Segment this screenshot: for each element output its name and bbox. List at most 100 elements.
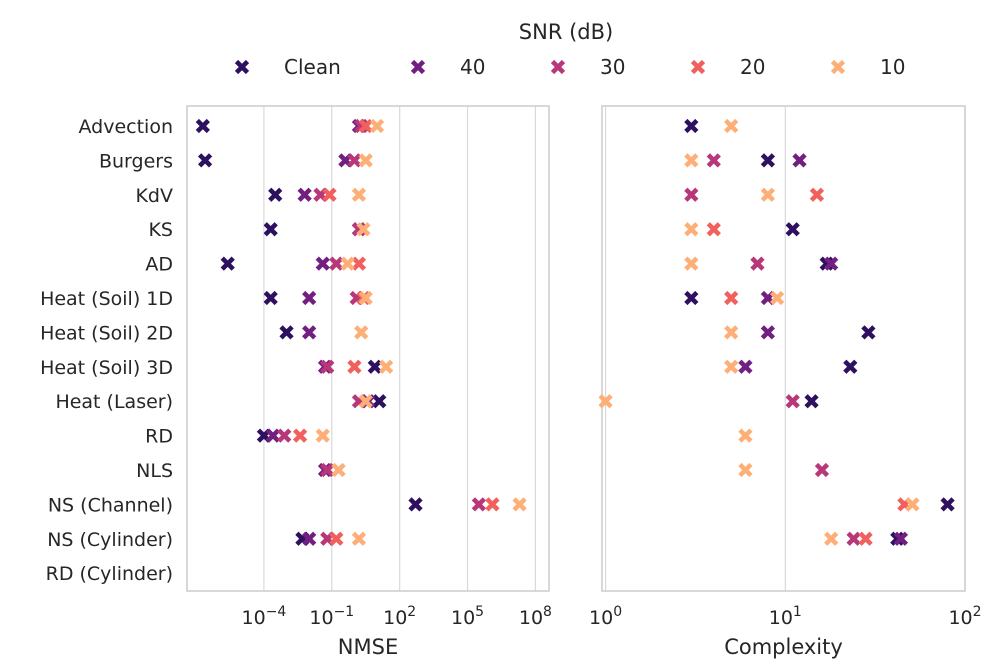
marker-clean-heat-soil-3d [367,359,382,374]
x-axis-title-complexity: Complexity [724,635,843,659]
marker-10-ad [684,256,699,271]
legend-label-10: 10 [880,55,905,79]
marker-clean-burgers [760,153,776,168]
legend-entries: Clean 40 30 20 10 [234,55,905,79]
marker-30-ns-cylinder [846,531,861,546]
marker-10-heat-soil-1d [769,290,785,306]
marker-10-ns-cylinder [351,531,367,546]
marker-10-heat-laser [598,394,613,409]
marker-clean-ks [263,222,278,237]
marker-clean-ns-channel [408,497,423,512]
marker-10-heat-soil-1d [358,290,373,306]
marker-clean-heat-laser [372,394,387,409]
marker-40-ns-cylinder [302,531,317,546]
marker-30-kdv [684,187,699,202]
marker-30-rd [277,428,292,443]
marker-40-ad [315,256,330,271]
marker-40-rd [265,428,281,443]
category-label-ns-channel: NS (Channel) [48,494,173,516]
marker-10-kdv [760,187,776,202]
marker-10-heat-soil-2d [354,325,369,340]
marker-10-rd [315,428,330,443]
plot-frame [601,105,966,592]
marker-30-nls [814,462,830,478]
marker-10-rd [738,428,753,443]
marker-40-heat-soil-3d [738,359,753,374]
category-label-heat-soil-1d: Heat (Soil) 1D [40,288,173,310]
category-label-burgers: Burgers [99,150,173,172]
x-tick-label: 100 [589,604,622,629]
category-labels: Advection Burgers KdV KS AD Heat (Soil) 1D Hea… [40,116,173,585]
category-label-ks: KS [148,219,173,241]
marker-clean-heat-soil-1d [684,290,699,306]
marker-20-ks [706,222,721,237]
legend-marker-40 [410,59,426,75]
marker-20-kdv [322,187,337,202]
marker-10-nls [738,462,753,478]
marker-10-ns-channel [512,497,527,512]
legend-title: SNR (dB) [519,20,613,44]
category-label-heat-laser: Heat (Laser) [55,391,173,413]
marker-40-ns-cylinder [893,531,909,546]
marker-20-heat-soil-1d [724,290,739,306]
x-tick-label: 102 [948,604,981,629]
plot-frame [186,105,550,592]
marker-10-heat-soil-3d [724,359,739,374]
marker-10-ad [340,256,355,271]
marker-20-heat-soil-3d [347,359,362,374]
marker-clean-heat-soil-1d [263,290,278,306]
marker-30-heat-soil-3d [320,359,335,374]
category-label-rd: RD [145,426,173,448]
marker-30-nls [320,462,335,478]
x-tick-label: 105 [451,604,484,629]
marker-20-ns-channel [485,497,500,512]
marker-10-burgers [684,153,699,168]
category-label-kdv: KdV [135,185,173,207]
marker-10-ks [684,222,699,237]
legend-label-30: 30 [600,55,625,79]
marker-40-ad [824,256,839,271]
marker-clean-ns-cylinder [890,531,905,546]
marker-30-heat-laser [785,394,800,409]
marker-30-ad [329,256,344,271]
marker-10-ns-channel [905,497,920,512]
marker-clean-kdv [268,187,283,202]
nmse-panel: 10−4 10−1 102 105 108 NMSE [186,105,552,659]
legend: SNR (dB) Clean 40 30 20 10 [234,20,905,79]
marker-20-ad [351,256,367,271]
marker-20-advection [358,118,373,134]
x-tick-label: 108 [519,604,552,629]
marker-10-burgers [358,153,373,168]
marker-clean-advection [684,118,699,134]
x-tick-label: 10−1 [309,604,354,629]
category-label-heat-soil-3d: Heat (Soil) 3D [40,357,173,379]
marker-clean-ks [785,222,800,237]
marker-clean-heat-soil-2d [279,325,294,340]
category-label-nls: NLS [136,460,173,482]
complexity-panel: 100 101 102 Complexity [589,105,982,659]
legend-label-20: 20 [740,55,765,79]
marker-clean-advection [195,118,210,134]
marker-10-nls [331,462,346,478]
legend-marker-30 [550,59,566,75]
x-tick-label: 10−4 [242,604,287,629]
marker-20-kdv [809,187,825,202]
marker-30-burgers [706,153,721,168]
marker-10-advection [724,118,739,134]
marker-clean-ns-channel [940,497,955,512]
legend-marker-clean [234,59,250,75]
marker-40-burgers [792,153,807,168]
marker-40-kdv [297,187,312,202]
marker-clean-burgers [197,153,213,168]
legend-label-clean: Clean [284,55,341,79]
marker-10-heat-soil-2d [724,325,739,340]
category-label-ns-cylinder: NS (Cylinder) [47,529,173,551]
marker-10-ns-cylinder [824,531,839,546]
marker-20-ns-cylinder [329,531,344,546]
legend-marker-10 [830,59,846,75]
category-label-ad: AD [145,254,173,276]
marker-10-ks [356,222,371,237]
x-axis-title-nmse: NMSE [338,635,398,659]
marker-30-burgers [347,153,362,168]
